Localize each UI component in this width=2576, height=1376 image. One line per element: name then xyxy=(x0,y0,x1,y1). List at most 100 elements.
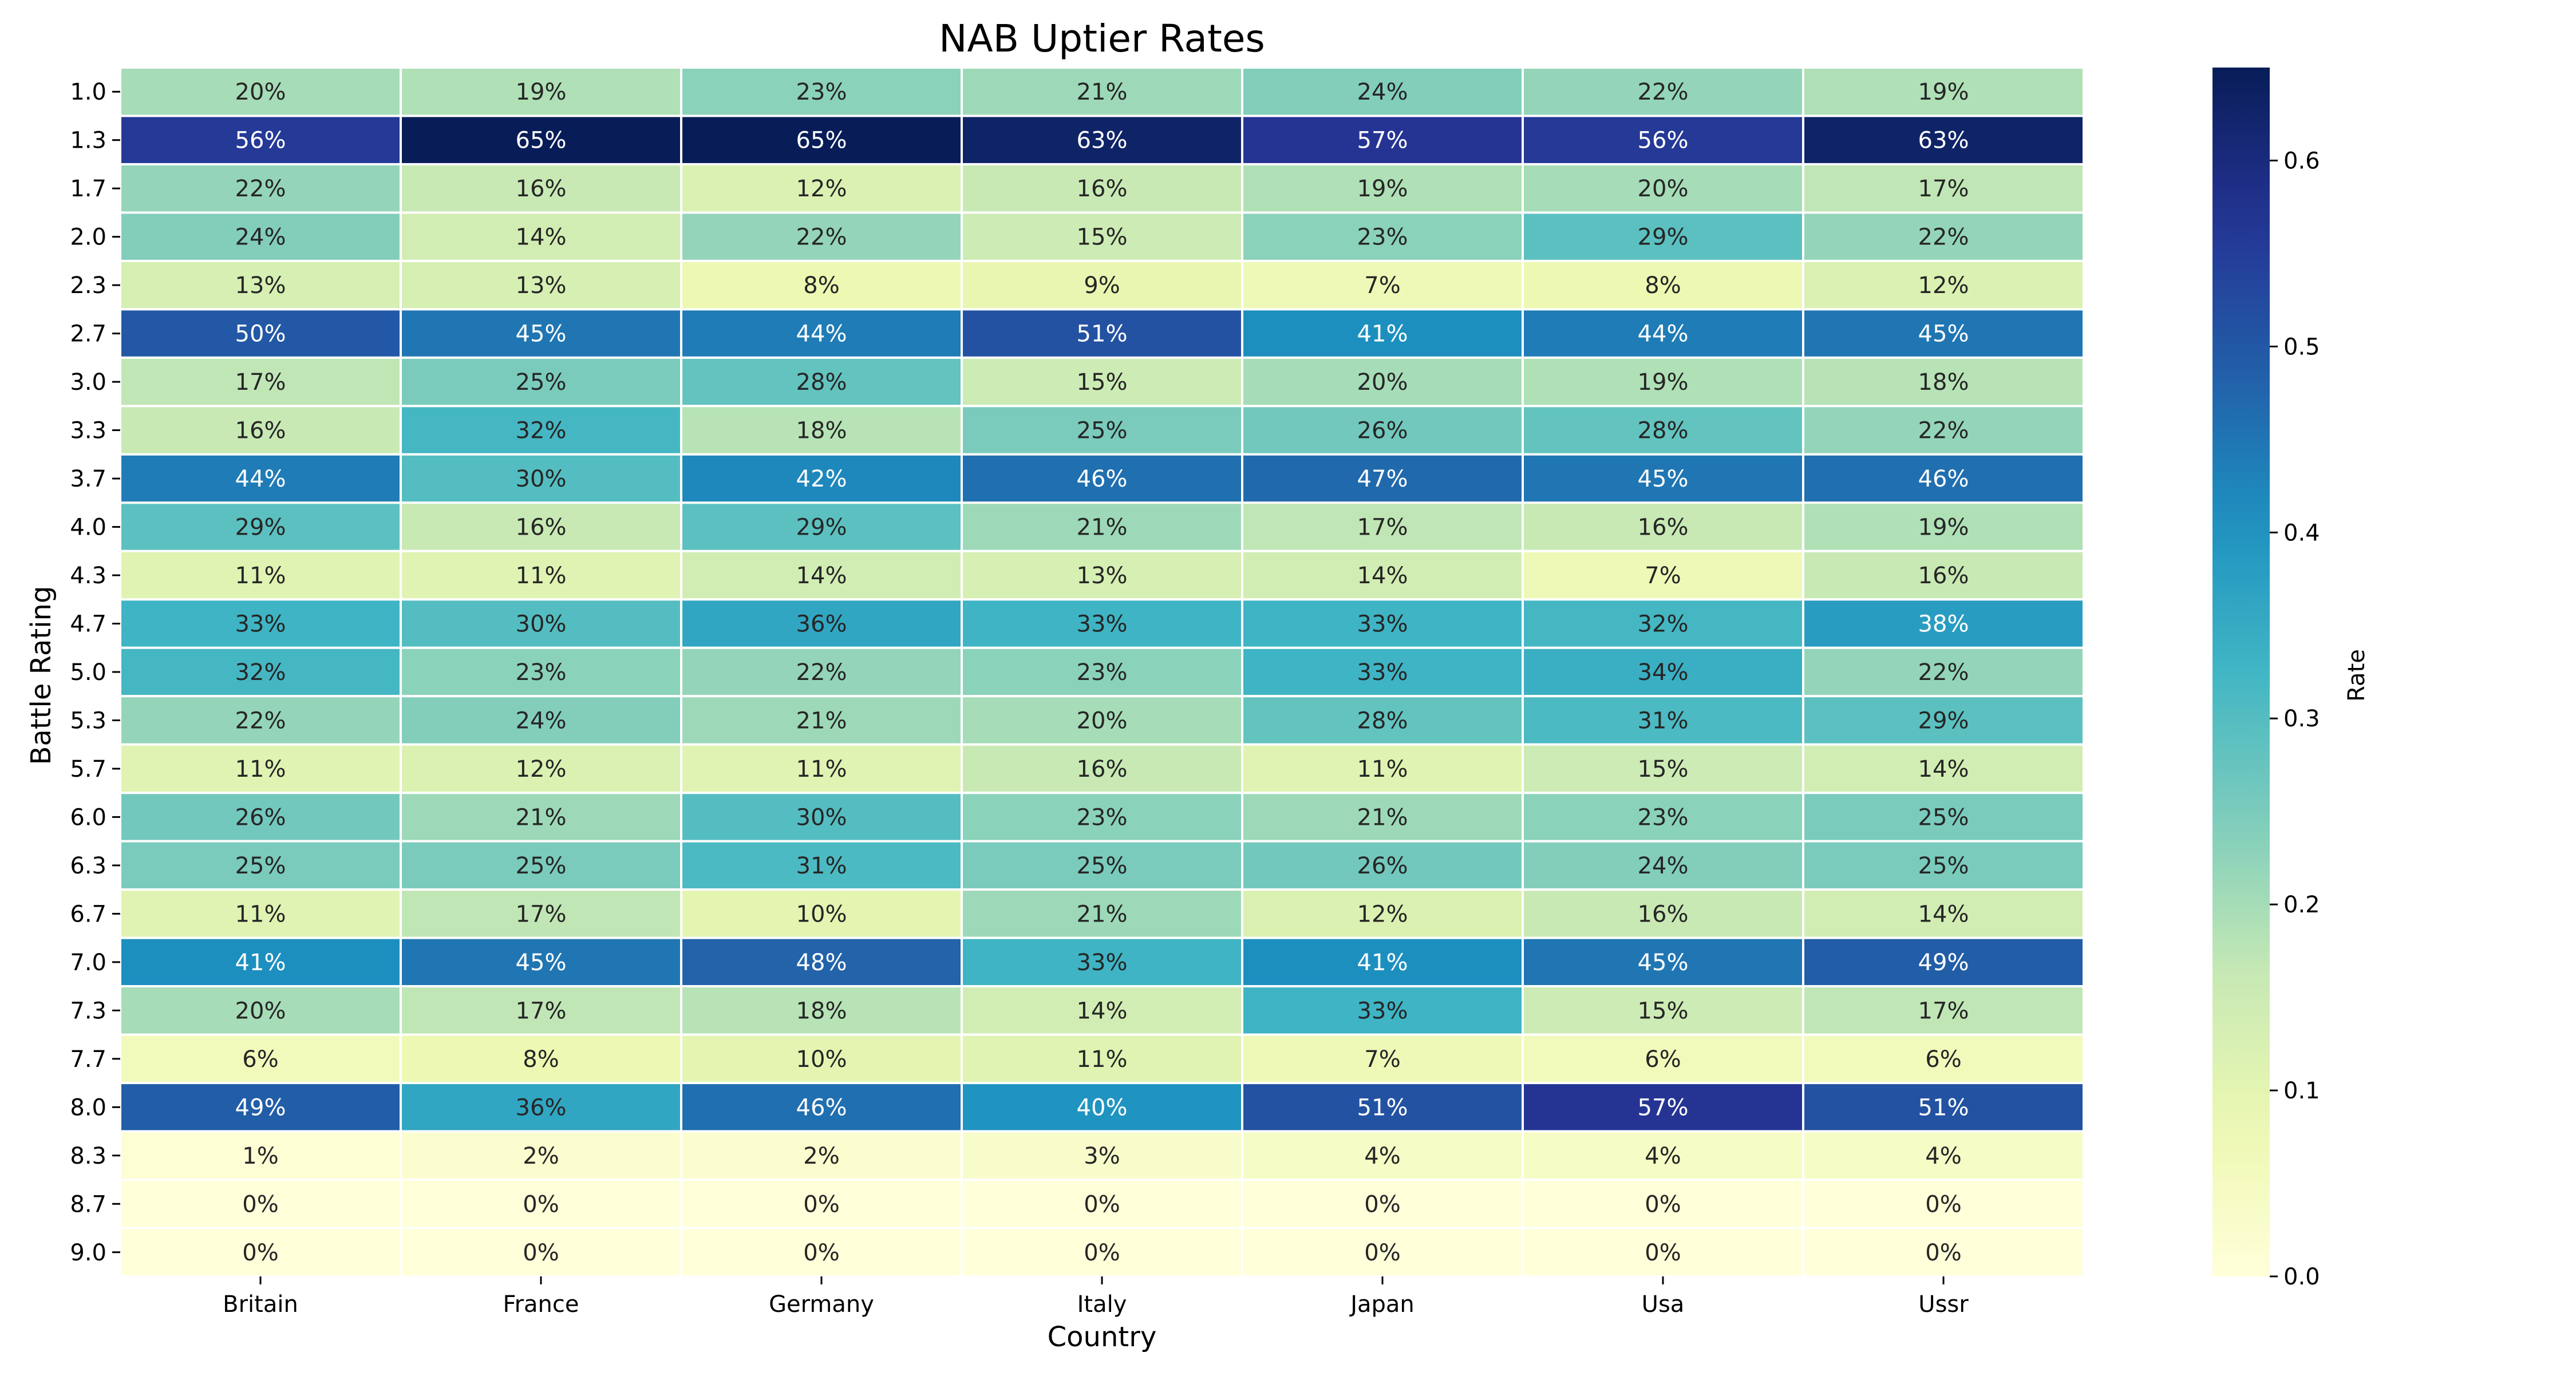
cell-label: 0% xyxy=(1645,1191,1681,1217)
cell-label: 45% xyxy=(1918,321,1969,347)
heatmap-cell xyxy=(1522,743,1804,794)
cell-label: 4% xyxy=(1925,1143,1961,1169)
heatmap-cell xyxy=(119,501,402,552)
cell-label: 32% xyxy=(235,659,286,686)
cell-label: 30% xyxy=(516,466,567,492)
x-tick-label: Germany xyxy=(769,1291,874,1318)
cell-label: 16% xyxy=(1918,563,1969,589)
cell-label: 0% xyxy=(523,1240,559,1266)
cell-label: 21% xyxy=(516,804,567,831)
x-tick-label: Usa xyxy=(1642,1291,1685,1318)
heatmap-cell xyxy=(1241,1227,1524,1278)
heatmap-cell xyxy=(680,356,963,408)
cell-label: 21% xyxy=(796,707,847,734)
heatmap-cell xyxy=(680,792,963,843)
heatmap-cell xyxy=(400,163,682,214)
heatmap-cell xyxy=(1241,695,1524,746)
cell-label: 26% xyxy=(1357,853,1408,879)
heatmap-cells xyxy=(119,66,2085,1278)
cell-label: 14% xyxy=(796,563,847,589)
cell-label: 22% xyxy=(1638,79,1689,105)
heatmap-cell-labels: 20% 19% 23% 21% 24% 22% 19% 56% 65% 65% 63% 57% 56% 6… xyxy=(235,79,1969,1266)
heatmap-cell xyxy=(400,598,682,649)
cell-label: 13% xyxy=(235,272,286,299)
cell-label: 44% xyxy=(235,466,286,492)
y-tick-label: 6.0 xyxy=(70,804,106,831)
cell-label: 19% xyxy=(1357,176,1408,202)
heatmap-cell xyxy=(1802,840,2085,891)
cell-label: 33% xyxy=(1357,611,1408,638)
heatmap-cell xyxy=(680,453,963,504)
cell-label: 17% xyxy=(1357,515,1408,541)
cell-label: 29% xyxy=(1918,707,1969,734)
heatmap-cell xyxy=(119,211,402,262)
cell-label: 25% xyxy=(235,853,286,879)
heatmap-cell xyxy=(1802,792,2085,843)
cell-label: 34% xyxy=(1638,659,1689,686)
cell-label: 26% xyxy=(235,804,286,831)
y-tick-label: 9.0 xyxy=(70,1240,106,1266)
heatmap-cell xyxy=(680,1033,963,1085)
colorbar-ticks: 0.0 0.1 0.2 0.3 0.4 0.5 0.6 xyxy=(2270,148,2320,1290)
y-tick-label: 1.3 xyxy=(70,128,106,154)
cell-label: 0% xyxy=(803,1240,839,1266)
cell-label: 17% xyxy=(1918,176,1969,202)
heatmap-cell xyxy=(400,792,682,843)
heatmap-cell xyxy=(1522,405,1804,456)
cell-label: 16% xyxy=(1638,901,1689,927)
x-tick-label: France xyxy=(503,1291,579,1318)
cell-label: 11% xyxy=(235,901,286,927)
cell-label: 14% xyxy=(1077,998,1128,1024)
heatmap-cell xyxy=(961,743,1243,794)
heatmap-cell xyxy=(1802,646,2085,698)
cell-label: 44% xyxy=(796,321,847,347)
cell-label: 23% xyxy=(516,659,567,686)
heatmap-cell xyxy=(1802,356,2085,408)
cell-label: 15% xyxy=(1077,224,1128,251)
heatmap-cell xyxy=(1522,985,1804,1036)
cell-label: 49% xyxy=(235,1094,286,1121)
cell-label: 63% xyxy=(1077,128,1128,154)
colorbar-tick-label: 0.4 xyxy=(2283,520,2320,546)
heatmap-cell xyxy=(1802,695,2085,746)
cell-label: 0% xyxy=(1364,1191,1400,1217)
cell-label: 17% xyxy=(516,998,567,1024)
heatmap-cell xyxy=(1522,211,1804,262)
heatmap-cell xyxy=(961,549,1243,601)
cell-label: 16% xyxy=(516,176,567,202)
heatmap-cell xyxy=(1241,888,1524,939)
colorbar-tick-label: 0.5 xyxy=(2283,334,2320,360)
colorbar-tick-label: 0.2 xyxy=(2283,892,2320,918)
heatmap-cell xyxy=(1241,356,1524,408)
heatmap-cell xyxy=(1241,646,1524,698)
cell-label: 14% xyxy=(516,224,567,251)
heatmap-cell xyxy=(1241,163,1524,214)
cell-label: 13% xyxy=(1077,563,1128,589)
cell-label: 7% xyxy=(1364,272,1400,299)
heatmap-cell xyxy=(119,985,402,1036)
heatmap-cell xyxy=(119,936,402,988)
cell-label: 4% xyxy=(1364,1143,1400,1169)
cell-label: 28% xyxy=(796,369,847,396)
cell-label: 11% xyxy=(235,563,286,589)
x-axis-label: Country xyxy=(1048,1321,1157,1353)
cell-label: 23% xyxy=(796,79,847,105)
cell-label: 0% xyxy=(1925,1191,1961,1217)
cell-label: 46% xyxy=(1918,466,1969,492)
heatmap-cell xyxy=(1241,501,1524,552)
cell-label: 20% xyxy=(1638,176,1689,202)
y-tick-label: 7.0 xyxy=(70,950,106,976)
cell-label: 45% xyxy=(1638,466,1689,492)
cell-label: 49% xyxy=(1918,950,1969,976)
heatmap-cell xyxy=(1241,1033,1524,1085)
heatmap-cell xyxy=(961,598,1243,649)
cell-label: 11% xyxy=(1077,1046,1128,1073)
cell-label: 16% xyxy=(1077,756,1128,782)
y-tick-label: 2.3 xyxy=(70,272,106,299)
cell-label: 0% xyxy=(1925,1240,1961,1266)
cell-label: 36% xyxy=(796,611,847,638)
cell-label: 18% xyxy=(796,418,847,444)
cell-label: 42% xyxy=(796,466,847,492)
cell-label: 65% xyxy=(516,128,567,154)
heatmap-cell xyxy=(1522,840,1804,891)
